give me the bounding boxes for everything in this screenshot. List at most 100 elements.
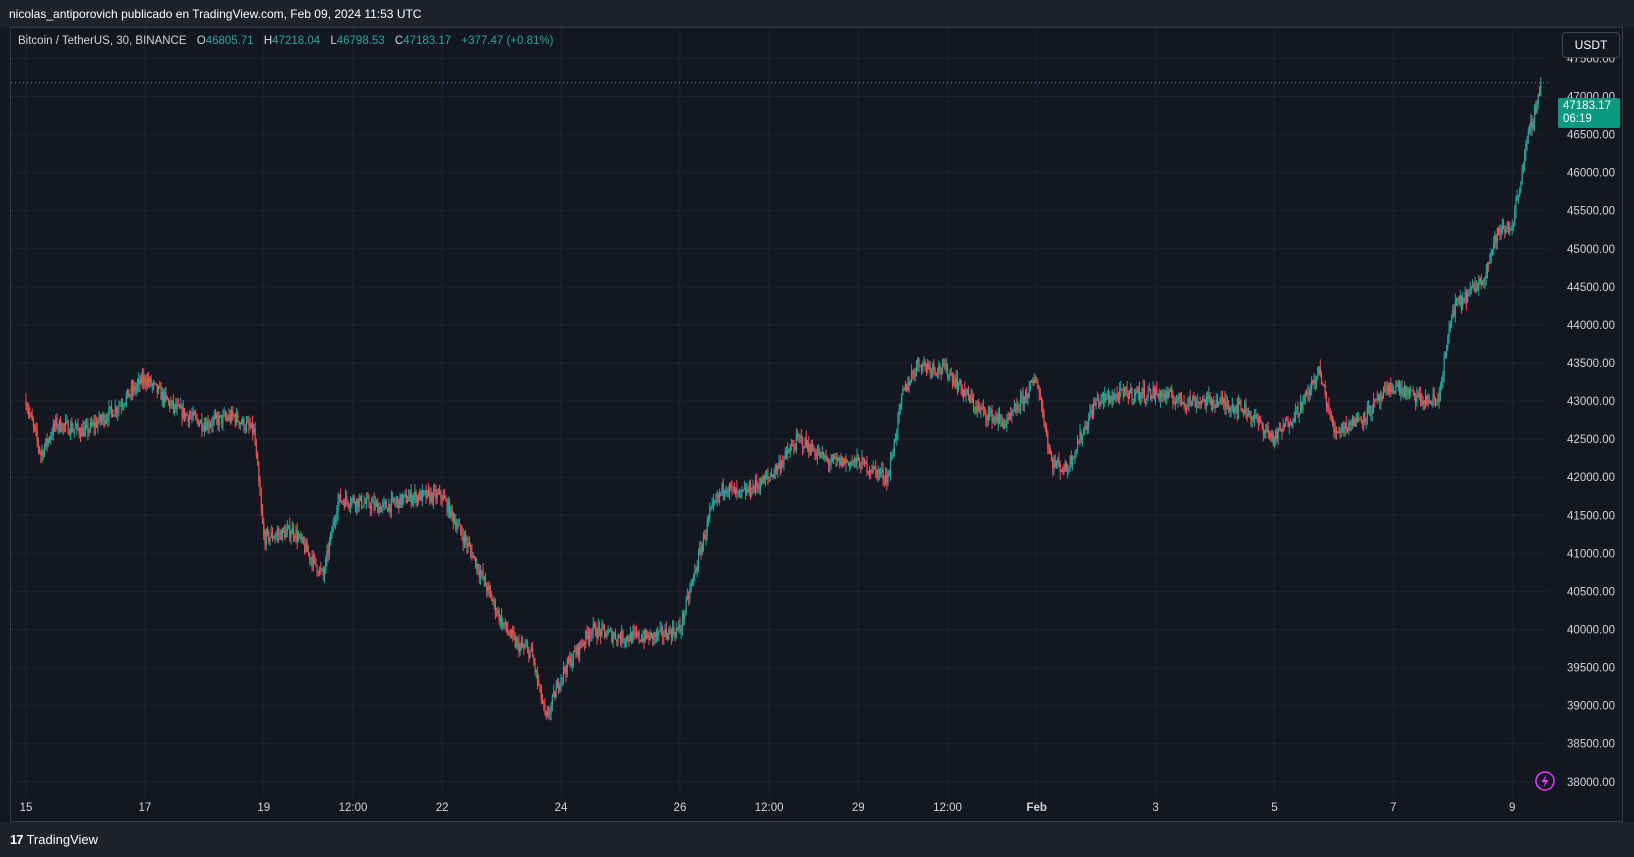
candle: [544, 698, 546, 717]
candle: [1067, 463, 1069, 479]
candle: [410, 484, 412, 509]
candle: [34, 424, 36, 433]
candle: [1097, 393, 1100, 409]
candle: [1309, 383, 1311, 400]
candle: [1507, 220, 1510, 235]
candle: [496, 607, 498, 618]
candle: [1229, 405, 1231, 418]
candle: [1504, 224, 1506, 239]
candle: [1429, 400, 1432, 405]
open-value: 46805.71: [205, 35, 254, 47]
candle: [91, 416, 93, 428]
candle: [1323, 384, 1325, 388]
candle: [1382, 386, 1385, 400]
candle: [621, 624, 623, 648]
candle: [1294, 403, 1297, 423]
candle: [43, 443, 46, 457]
candle: [1478, 274, 1480, 297]
candle: [966, 388, 968, 396]
candle: [971, 389, 973, 404]
candle: [144, 374, 146, 389]
candle: [912, 369, 914, 380]
candle: [1041, 396, 1043, 413]
candle: [858, 457, 861, 469]
candle: [1261, 421, 1263, 430]
candle: [491, 591, 493, 602]
candle: [1242, 409, 1245, 418]
candle: [467, 537, 469, 554]
candle: [663, 630, 665, 645]
candle: [178, 403, 181, 410]
candle: [789, 443, 791, 459]
candle: [455, 514, 457, 533]
candle: [363, 494, 365, 508]
candle: [1393, 390, 1396, 394]
tradingview-logo[interactable]: 17 TradingView: [10, 832, 98, 847]
candle: [910, 364, 913, 383]
candle: [797, 429, 799, 441]
candle: [326, 544, 328, 567]
candle: [130, 379, 132, 402]
candle: [889, 451, 892, 482]
candle: [936, 367, 939, 379]
candle: [799, 434, 801, 444]
candle: [645, 629, 648, 640]
candle: [1458, 295, 1460, 306]
candle: [1401, 380, 1403, 398]
candle: [474, 556, 477, 569]
currency-button[interactable]: USDT: [1562, 32, 1620, 58]
candle: [318, 566, 321, 576]
candle: [805, 430, 807, 449]
candle: [126, 388, 129, 399]
candle: [29, 406, 31, 420]
candle: [1111, 388, 1113, 409]
candle: [1490, 248, 1492, 264]
symbol-name[interactable]: Bitcoin / TetherUS, 30, BINANCE: [18, 35, 187, 47]
chart-pane[interactable]: [10, 27, 1623, 822]
lightning-icon[interactable]: [1535, 771, 1555, 791]
candle: [1365, 418, 1367, 430]
candle: [561, 676, 563, 686]
candle: [896, 428, 898, 446]
candle: [93, 414, 95, 436]
candle: [614, 628, 617, 641]
time-tick-label: 3: [1152, 802, 1158, 814]
candle: [607, 625, 609, 636]
candle: [264, 529, 266, 550]
candle: [919, 364, 921, 368]
candle: [1023, 396, 1025, 412]
candle: [700, 541, 702, 560]
candle: [764, 470, 767, 486]
candle: [711, 497, 713, 510]
candle: [503, 622, 505, 629]
candle: [203, 417, 205, 437]
candle: [867, 470, 869, 476]
candle: [1354, 417, 1356, 427]
candle: [169, 398, 171, 413]
candle: [855, 457, 857, 469]
candle: [1071, 455, 1074, 471]
candle: [920, 363, 923, 375]
candle: [941, 358, 944, 375]
candle: [1076, 435, 1079, 454]
candle: [1064, 459, 1066, 472]
candle: [1530, 113, 1532, 137]
candle: [601, 618, 603, 638]
candle: [841, 455, 843, 469]
candle: [1448, 320, 1450, 344]
candle: [393, 497, 395, 505]
candle: [1464, 286, 1466, 304]
candle: [1058, 452, 1060, 467]
candle: [1384, 381, 1386, 393]
candle: [1114, 388, 1116, 401]
candle: [1044, 421, 1046, 432]
candle: [785, 446, 788, 459]
candle: [492, 598, 494, 606]
candle: [1512, 222, 1515, 232]
time-tick-label: 24: [555, 802, 568, 814]
candle: [154, 381, 156, 386]
candle: [839, 455, 841, 469]
candle: [1034, 374, 1037, 384]
candle: [32, 416, 35, 433]
